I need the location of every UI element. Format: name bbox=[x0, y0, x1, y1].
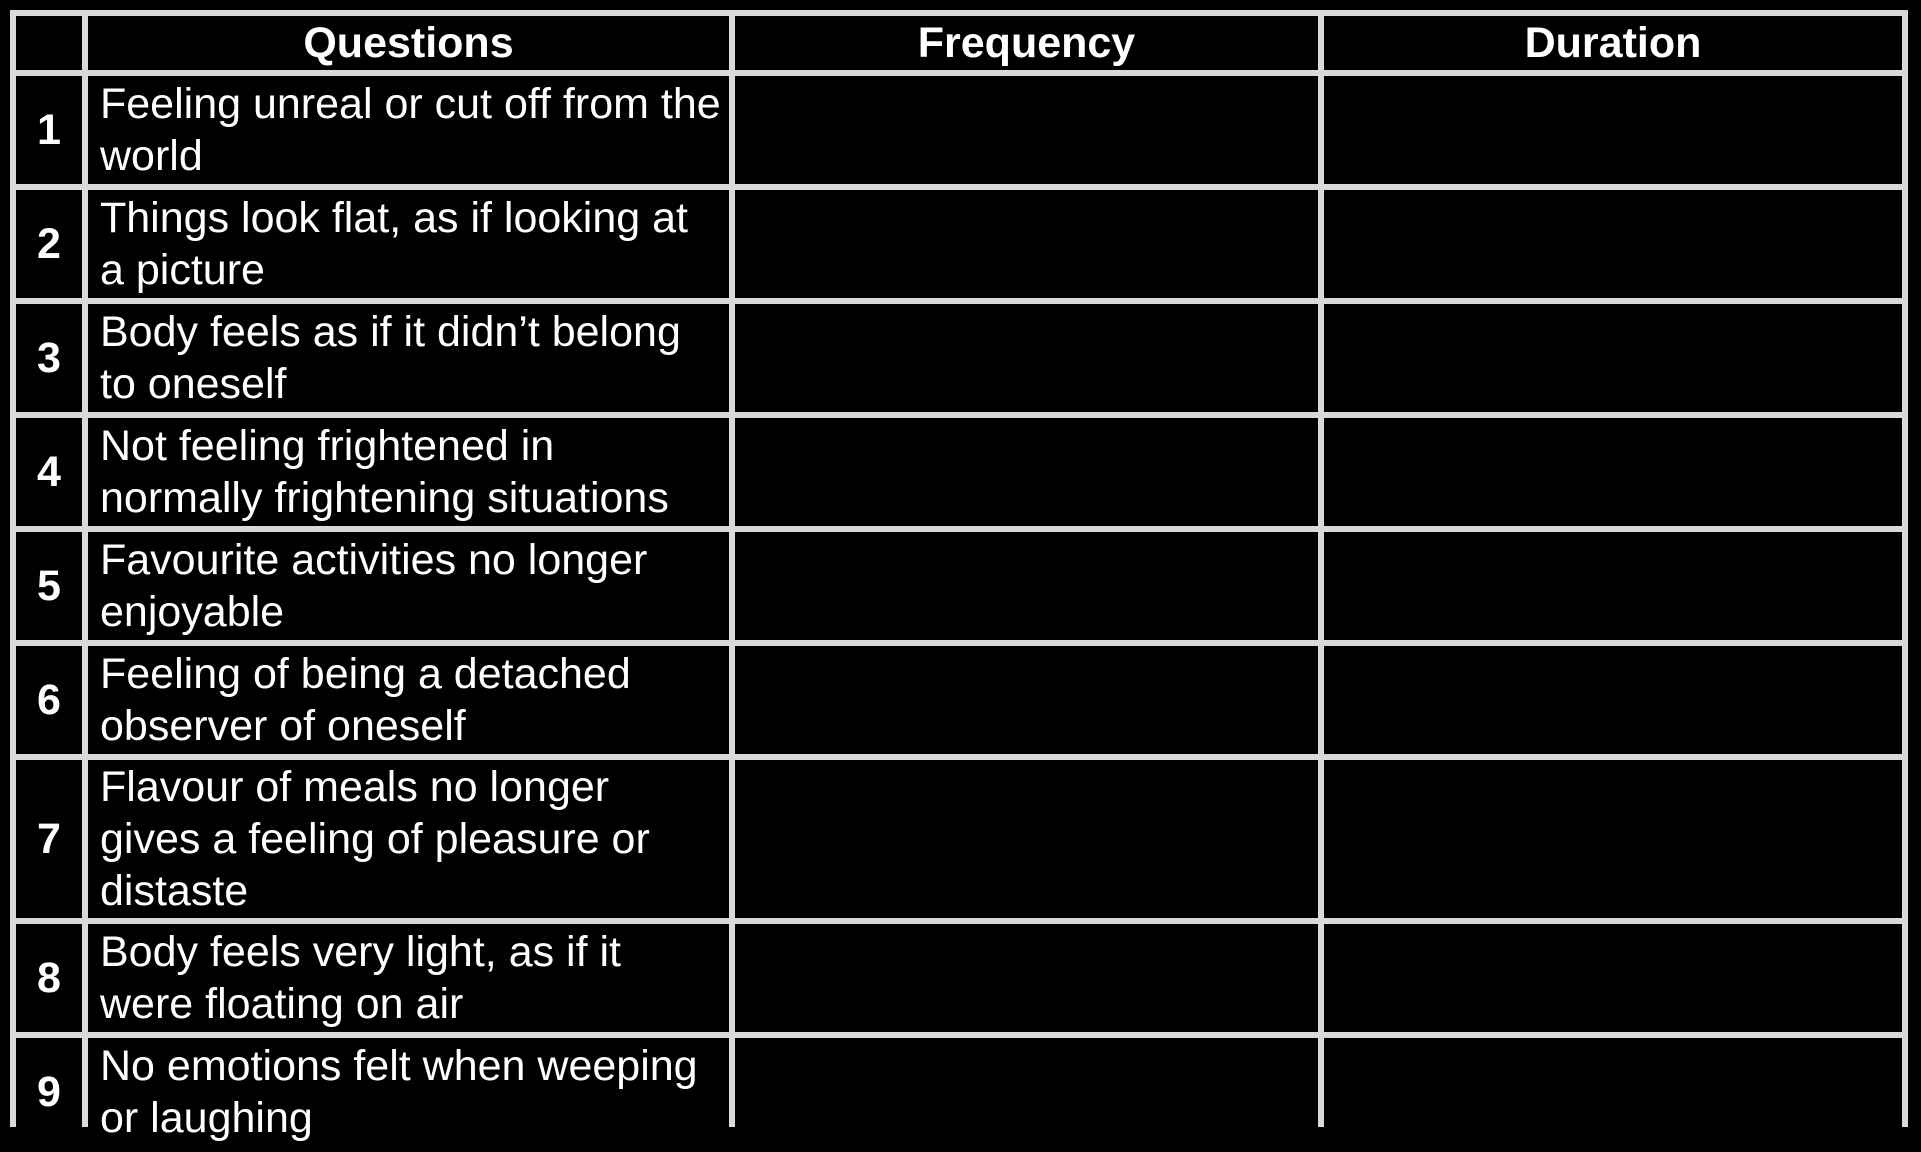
frequency-cell[interactable] bbox=[735, 76, 1318, 184]
table-row: 2 Things look flat, as if looking at a p… bbox=[16, 190, 1902, 298]
row-number: 8 bbox=[16, 924, 82, 1032]
frequency-cell[interactable] bbox=[735, 418, 1318, 526]
row-number: 7 bbox=[16, 760, 82, 918]
frequency-cell[interactable] bbox=[735, 1038, 1318, 1146]
frequency-cell[interactable] bbox=[735, 190, 1318, 298]
row-number: 9 bbox=[16, 1038, 82, 1146]
duration-cell[interactable] bbox=[1324, 190, 1902, 298]
question-text: Feeling of being a detached observer of … bbox=[88, 646, 729, 754]
duration-cell[interactable] bbox=[1324, 418, 1902, 526]
duration-cell[interactable] bbox=[1324, 304, 1902, 412]
table-row: 7 Flavour of meals no longer gives a fee… bbox=[16, 760, 1902, 918]
duration-cell[interactable] bbox=[1324, 646, 1902, 754]
question-text: Not feeling frightened in normally frigh… bbox=[88, 418, 729, 526]
question-text: No emotions felt when weeping or laughin… bbox=[88, 1038, 729, 1146]
duration-cell[interactable] bbox=[1324, 760, 1902, 918]
table-row: 5 Favourite activities no longer enjoyab… bbox=[16, 532, 1902, 640]
question-text: Feeling unreal or cut off from the world bbox=[88, 76, 729, 184]
question-text: Things look flat, as if looking at a pic… bbox=[88, 190, 729, 298]
frequency-cell[interactable] bbox=[735, 304, 1318, 412]
table-row: 9 No emotions felt when weeping or laugh… bbox=[16, 1038, 1902, 1146]
question-text: Body feels as if it didn’t belong to one… bbox=[88, 304, 729, 412]
row-number: 2 bbox=[16, 190, 82, 298]
table-row: 1 Feeling unreal or cut off from the wor… bbox=[16, 76, 1902, 184]
row-number: 5 bbox=[16, 532, 82, 640]
questionnaire-table-container: Questions Frequency Duration 1 Feeling u… bbox=[10, 10, 1908, 1146]
frequency-cell[interactable] bbox=[735, 646, 1318, 754]
frequency-cell[interactable] bbox=[735, 760, 1318, 918]
frequency-cell[interactable] bbox=[735, 924, 1318, 1032]
header-duration: Duration bbox=[1324, 16, 1902, 70]
table-row: 4 Not feeling frightened in normally fri… bbox=[16, 418, 1902, 526]
duration-cell[interactable] bbox=[1324, 76, 1902, 184]
header-frequency: Frequency bbox=[735, 16, 1318, 70]
question-text: Favourite activities no longer enjoyable bbox=[88, 532, 729, 640]
table-row: 8 Body feels very light, as if it were f… bbox=[16, 924, 1902, 1032]
header-number bbox=[16, 16, 82, 70]
duration-cell[interactable] bbox=[1324, 1038, 1902, 1146]
header-questions: Questions bbox=[88, 16, 729, 70]
duration-cell[interactable] bbox=[1324, 924, 1902, 1032]
row-number: 4 bbox=[16, 418, 82, 526]
question-text: Body feels very light, as if it were flo… bbox=[88, 924, 729, 1032]
questionnaire-table: Questions Frequency Duration 1 Feeling u… bbox=[10, 10, 1908, 1152]
row-number: 1 bbox=[16, 76, 82, 184]
row-number: 6 bbox=[16, 646, 82, 754]
duration-cell[interactable] bbox=[1324, 532, 1902, 640]
header-row: Questions Frequency Duration bbox=[16, 16, 1902, 70]
frequency-cell[interactable] bbox=[735, 532, 1318, 640]
table-row: 3 Body feels as if it didn’t belong to o… bbox=[16, 304, 1902, 412]
row-number: 3 bbox=[16, 304, 82, 412]
table-row: 6 Feeling of being a detached observer o… bbox=[16, 646, 1902, 754]
question-text: Flavour of meals no longer gives a feeli… bbox=[88, 760, 729, 918]
